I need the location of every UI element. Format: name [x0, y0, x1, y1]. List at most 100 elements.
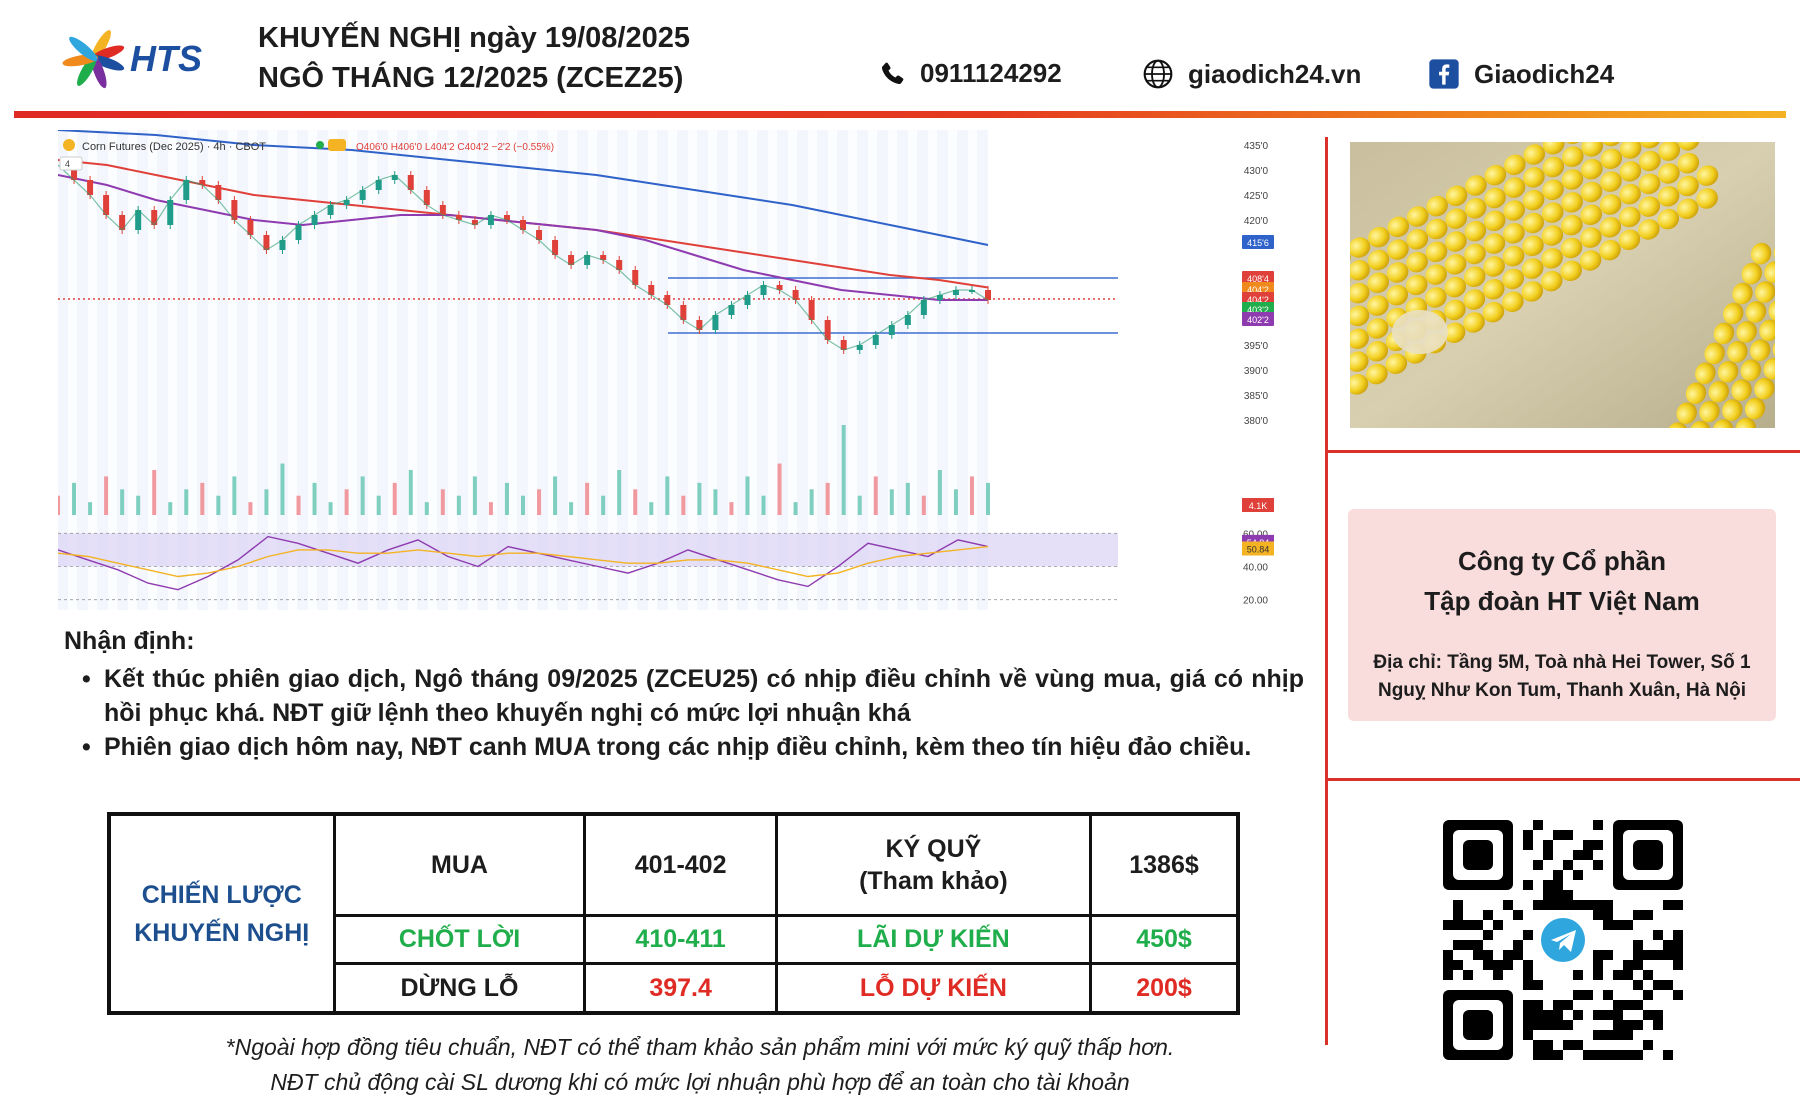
price-cell: 401-402 [583, 812, 778, 918]
corn-kernel [1443, 322, 1466, 343]
qr-module [1613, 970, 1623, 980]
flower-logo-icon [62, 30, 125, 89]
volume-bar [537, 489, 542, 515]
corn-kernel [1581, 158, 1603, 180]
volume-bar [633, 489, 638, 515]
oscillator-line [57, 535, 989, 591]
qr-module [1643, 990, 1653, 1000]
qr-module [1543, 880, 1553, 890]
qr-module [1663, 980, 1673, 990]
chart-canvas: 435'0 430'0 425'0 420'0 395'0 390'0 385'0 380'0… [56, 129, 1274, 610]
candle-body [311, 215, 318, 225]
candle-body [808, 300, 815, 320]
session-stripe [168, 130, 177, 610]
qr-module [1663, 900, 1673, 910]
company-name: Công ty Cổ phần Tập đoàn HT Việt Nam [1348, 541, 1776, 621]
collapse-toggle[interactable] [59, 156, 83, 171]
qr-module [1573, 1040, 1583, 1050]
oscillator-tick-label: 20.00 [1243, 596, 1268, 607]
qr-module [1563, 1020, 1573, 1030]
qr-module [1523, 960, 1533, 970]
volume-bar [392, 482, 397, 515]
qr-module [1553, 1010, 1563, 1020]
qr-module [1553, 1020, 1563, 1030]
y-tick-label: 390'0 [1244, 366, 1269, 377]
page-title: KHUYẾN NGHỊ ngày 19/08/2025 [258, 22, 690, 54]
volume-bar [120, 489, 125, 515]
corn-kernel [1768, 299, 1775, 322]
price-tag-label: 404'2 [1247, 295, 1269, 305]
oscillator-tag [1242, 541, 1274, 556]
qr-module [1583, 850, 1593, 860]
corn-kernel [1676, 198, 1699, 220]
volume-bar [937, 470, 942, 515]
qr-module [1563, 900, 1573, 910]
qr-module [1443, 970, 1453, 980]
corn-kernel [1482, 279, 1505, 300]
corn-kernel [1561, 169, 1584, 190]
corn-kernel [1350, 237, 1371, 258]
y-tick-label: 435'0 [1244, 141, 1269, 152]
corn-kernel [1696, 188, 1718, 209]
website-link[interactable]: giaodich24.vn [1188, 58, 1362, 89]
corn-kernel [1740, 359, 1762, 382]
volume-bar [921, 495, 926, 515]
oscillator-tag-label: 50.84 [1247, 545, 1270, 555]
volume-bar [857, 495, 862, 515]
strategy-label-line: KHUYẾN NGHỊ [134, 918, 310, 947]
session-stripe [208, 130, 217, 610]
session-stripe [648, 130, 657, 610]
chart-title: Corn Futures (Dec 2025) · 4h · CBOT [82, 141, 266, 153]
qr-module [1543, 840, 1553, 850]
volume-bar [472, 476, 477, 515]
candle-body [888, 325, 895, 335]
qr-module [1603, 1010, 1613, 1020]
corn-kernel [1754, 377, 1775, 400]
qr-module [1533, 1020, 1543, 1030]
qr-module [1593, 1010, 1603, 1020]
corn-kernel [1445, 185, 1468, 207]
corn-kernel [1484, 164, 1507, 186]
session-stripe [188, 130, 197, 610]
website-contact[interactable]: giaodich24.vn [1142, 58, 1361, 90]
session-stripe [808, 130, 817, 610]
phone-contact[interactable]: 0911124292 [878, 58, 1062, 89]
session-stripe [508, 130, 517, 610]
qr-module [1613, 1030, 1623, 1040]
volume-bar [777, 463, 782, 515]
qr-module [1453, 910, 1463, 920]
action-cell: CHỐT LỜI [332, 914, 587, 966]
corn-kernel [1367, 249, 1390, 271]
corn-kernel [1657, 208, 1680, 230]
volume-bar [264, 489, 269, 515]
qr-module [1523, 830, 1533, 840]
corn-kernel [1639, 142, 1661, 149]
corn-kernel [1425, 287, 1447, 308]
volume-bar [601, 495, 606, 515]
candle-body [183, 180, 190, 200]
qr-module [1473, 950, 1483, 960]
candle-body [343, 200, 350, 205]
qr-module [1633, 940, 1643, 950]
telegram-qr-code[interactable] [1443, 820, 1683, 1060]
corn-kernel [1741, 262, 1762, 285]
corn-kernel [1406, 206, 1429, 227]
qr-module [1543, 1010, 1553, 1020]
qr-module [1543, 1040, 1553, 1050]
qr-module [1533, 1050, 1543, 1060]
session-stripe [568, 130, 577, 610]
facebook-contact[interactable]: Giaodich24 [1428, 58, 1614, 90]
corn-kernel [1386, 285, 1409, 306]
candle-body [920, 300, 927, 315]
corn-kernel [1464, 198, 1487, 219]
qr-module [1633, 960, 1643, 970]
corn-kernel [1406, 229, 1429, 250]
session-stripe [148, 130, 157, 610]
corn-kernel [1759, 319, 1775, 342]
candle-body [247, 220, 254, 235]
facebook-name[interactable]: Giaodich24 [1474, 58, 1615, 89]
qr-module [1643, 970, 1653, 980]
candle-body [455, 215, 462, 220]
corn-kernel [1732, 282, 1753, 305]
qr-module [1573, 850, 1583, 860]
